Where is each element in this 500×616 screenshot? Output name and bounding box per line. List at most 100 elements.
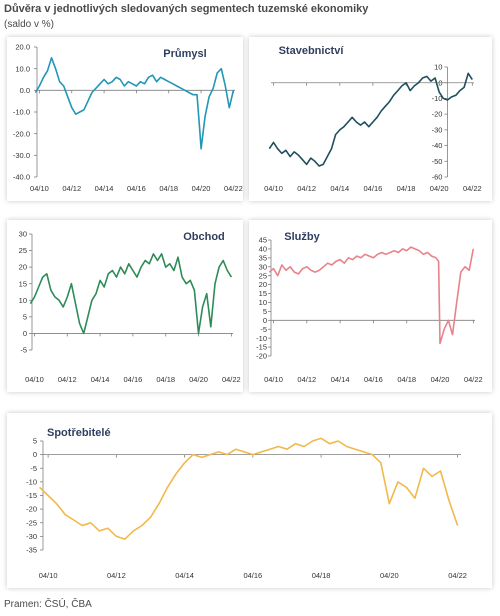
x-tick-label: 04/20	[189, 375, 208, 384]
chart-svg-obchod: Obchod 30 25 20 15 10 5 0 -5 04/10 04/12 04/14 04/16…	[19, 230, 241, 384]
y-tick-label: -10	[26, 477, 37, 486]
chart-title: Stavebnictví	[279, 45, 345, 57]
x-tick-label: 04/10	[264, 375, 283, 384]
y-tick-label: -60	[432, 173, 443, 182]
y-tick-label: 10.0	[15, 64, 30, 73]
y-tick-label: -10	[256, 334, 267, 343]
y-tick-label: 10	[259, 298, 267, 307]
x-tick-label: 04/18	[159, 184, 178, 193]
x-tick-label: 04/10	[39, 571, 58, 580]
x-tick-label: 04/10	[30, 184, 49, 193]
y-tick-label: -40.0	[13, 173, 30, 182]
x-tick-label: 04/14	[91, 375, 110, 384]
y-tick-label: 20	[259, 280, 267, 289]
y-tick-label: -15	[26, 491, 37, 500]
x-tick-label: 04/12	[107, 571, 126, 580]
y-tick-label: -20	[26, 505, 37, 514]
y-tick-label: 0	[263, 316, 267, 325]
y-tick-label: 20	[19, 263, 27, 272]
x-tick-label: 04/10	[264, 184, 283, 193]
page-title: Důvěra v jednotlivých sledovaných segmen…	[4, 3, 369, 15]
y-tick-label: -10	[432, 94, 443, 103]
y-tick-label: 0.0	[20, 86, 30, 95]
x-tick-label: 04/20	[192, 184, 211, 193]
x-tick-label: 04/22	[464, 375, 483, 384]
y-tick-label: 5	[263, 307, 267, 316]
y-tick-label: -5	[20, 346, 27, 355]
y-tick-label: -30	[26, 532, 37, 541]
x-tick-label: 04/14	[330, 184, 349, 193]
chart-title: Spotřebitelé	[47, 427, 111, 439]
x-tick-label: 04/22	[463, 184, 482, 193]
chart-panel-obchod: Obchod 30 25 20 15 10 5 0 -5 04/10 04/12 04/14 04/16…	[7, 220, 243, 392]
y-tick-label: -10.0	[13, 108, 30, 117]
y-tick-label: 0	[23, 329, 27, 338]
x-tick-label: 04/12	[297, 184, 316, 193]
x-tick-label: 04/22	[222, 375, 241, 384]
x-tick-label: 04/20	[431, 375, 450, 384]
y-tick-label: 25	[259, 271, 267, 280]
x-tick-label: 04/18	[312, 571, 331, 580]
x-tick-label: 04/20	[380, 571, 399, 580]
y-tick-label: 35	[259, 253, 267, 262]
chart-title: Průmysl	[163, 48, 206, 60]
x-tick-label: 04/14	[175, 571, 194, 580]
x-tick-label: 04/12	[297, 375, 316, 384]
y-tick-label: -20.0	[13, 129, 30, 138]
series-line-sluzby	[268, 246, 475, 345]
y-tick-label: -20	[256, 352, 267, 361]
chart-panel-sluzby: Služby 45 40 35 30 25 20 15 10 5 0 -5 -10 -15 -20 04/10…	[249, 220, 492, 392]
y-tick-label: -30.0	[13, 151, 30, 160]
y-tick-label: 45	[259, 236, 267, 245]
y-tick-label: 15	[259, 289, 267, 298]
x-tick-label: 04/12	[62, 184, 81, 193]
y-tick-label: -20	[432, 110, 443, 119]
chart-panel-prumysl: Průmysl 20.0 10.0 0.0 -10.0 -20.0 -30.0 -40.0 04…	[7, 37, 243, 201]
y-tick-label: 10	[19, 296, 27, 305]
y-tick-label: -25	[26, 518, 37, 527]
x-tick-label: 04/18	[397, 184, 416, 193]
x-tick-label: 04/22	[448, 571, 467, 580]
x-tick-label: 04/20	[430, 184, 449, 193]
series-line-prumysl	[34, 56, 235, 150]
y-tick-label: 5	[33, 437, 37, 446]
series-line-stavebnictvi	[268, 72, 473, 167]
series-line-obchod	[29, 253, 233, 335]
y-tick-label: 30	[19, 230, 27, 239]
y-tick-label: 20.0	[15, 43, 30, 52]
x-tick-label: 04/14	[95, 184, 114, 193]
y-tick-label: -15	[256, 343, 267, 352]
series-line-spotrebitele	[39, 437, 459, 540]
y-tick-label: 15	[19, 279, 27, 288]
y-tick-label: 5	[23, 312, 27, 321]
chart-panel-spotrebitele: Spotřebitelé 5 0 -5 -10 -15 -20 -25 -30 -35 04/10 0…	[7, 413, 492, 588]
chart-title: Obchod	[183, 231, 225, 243]
x-tick-label: 04/12	[58, 375, 77, 384]
page-subtitle: (saldo v %)	[4, 19, 55, 30]
x-tick-label: 04/14	[331, 375, 350, 384]
y-tick-label: 10	[434, 63, 442, 72]
chart-title: Služby	[284, 231, 320, 243]
y-tick-label: -40	[432, 141, 443, 150]
y-tick-label: 25	[19, 246, 27, 255]
chart-panel-stavebnictvi: Stavebnictví 10 0 -10 -20 -30 -40 -50 -60 04/10 04…	[249, 37, 492, 201]
x-tick-label: 04/16	[364, 184, 383, 193]
y-tick-label: -35	[26, 546, 37, 555]
chart-svg-spotrebitele: Spotřebitelé 5 0 -5 -10 -15 -20 -25 -30 -35 04/10 0…	[26, 427, 467, 580]
x-tick-label: 04/16	[243, 571, 262, 580]
source-note: Pramen: ČSÚ, ČBA	[4, 599, 92, 610]
x-tick-label: 04/16	[124, 375, 143, 384]
x-tick-label: 04/16	[127, 184, 146, 193]
x-tick-label: 04/18	[397, 375, 416, 384]
y-tick-label: 0	[33, 450, 37, 459]
x-tick-label: 04/22	[224, 184, 243, 193]
y-tick-label: -50	[432, 157, 443, 166]
y-tick-label: -30	[432, 125, 443, 134]
x-tick-label: 04/16	[364, 375, 383, 384]
y-tick-label: 30	[259, 262, 267, 271]
x-tick-label: 04/10	[25, 375, 44, 384]
chart-svg-prumysl: Průmysl20.010.00.0-10.0-20.0-30.0-40.004…	[13, 43, 243, 193]
y-tick-label: 40	[259, 245, 267, 254]
